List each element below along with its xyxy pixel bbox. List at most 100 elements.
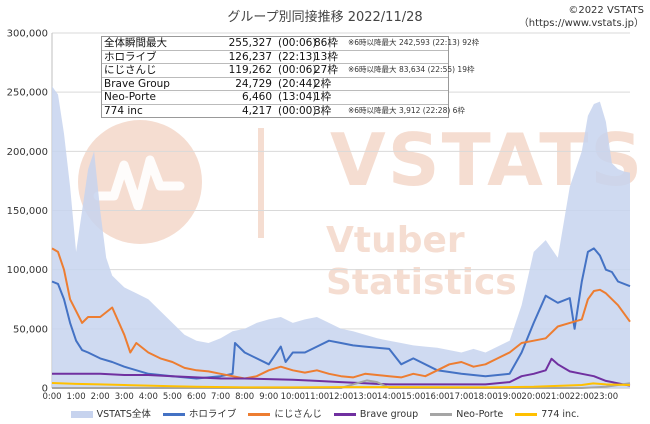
series-line-1 xyxy=(51,247,631,380)
x-tick-label: 14:00 xyxy=(377,392,402,402)
y-tick-label: 0 xyxy=(42,384,48,395)
x-tick-label: 7:00 xyxy=(211,392,230,402)
legend-swatch xyxy=(248,413,271,416)
watermark-logo-pulse xyxy=(93,155,185,211)
x-tick-label: 6:00 xyxy=(187,392,206,402)
x-tick-label: 1:00 xyxy=(67,392,86,402)
y-tick-label: 250,000 xyxy=(7,88,48,99)
legend-item: VSTATS全体 xyxy=(70,406,151,420)
stats-channels: 27枠 xyxy=(314,64,338,76)
x-tick-label: 16:00 xyxy=(425,392,450,402)
stats-time: (22:13) xyxy=(278,50,317,63)
x-tick-label: 0:00 xyxy=(42,392,61,402)
legend-swatch xyxy=(162,413,185,416)
y-tick-label: 300,000 xyxy=(7,29,48,40)
legend-swatch xyxy=(515,413,538,416)
x-tick-label: 17:00 xyxy=(449,392,474,402)
stats-table: 全体瞬間最大 255,327 (00:06) 86枠 ※6時以降最大 242,593 (… xyxy=(101,36,479,118)
watermark-divider xyxy=(258,128,264,238)
stats-channels: 86枠 xyxy=(314,37,338,49)
series-area-0 xyxy=(52,86,630,389)
series-line-5 xyxy=(51,382,631,389)
stats-row: Neo-Porte 6,460 (13:04) 1枠 xyxy=(102,91,448,105)
copyright-url: （https://www.vstats.jp） xyxy=(518,18,644,29)
stats-name: Brave Group xyxy=(104,77,170,90)
watermark-line1: Vtuber xyxy=(326,220,465,261)
y-tick-label: 50,000 xyxy=(13,324,48,335)
y-tick-label: 200,000 xyxy=(7,147,48,158)
x-tick-label: 20:00 xyxy=(521,392,546,402)
stats-value: 126,237 xyxy=(228,50,272,63)
stats-time: (20:44) xyxy=(278,77,317,90)
stats-value: 24,729 xyxy=(235,77,272,90)
x-tick-label: 8:00 xyxy=(235,392,254,402)
stats-row: 全体瞬間最大 255,327 (00:06) 86枠 ※6時以降最大 242,593 (… xyxy=(102,37,479,51)
stats-time: (00:00) xyxy=(278,104,317,117)
legend-swatch xyxy=(333,413,356,416)
stats-row: 774 inc 4,217 (00:00) 3枠 ※6時以降最大 3,912 (22:2… xyxy=(102,104,465,118)
stats-name: ホロライブ xyxy=(104,50,157,63)
x-tick-label: 12:00 xyxy=(329,392,354,402)
legend-label: VSTATS全体 xyxy=(96,409,151,420)
legend-label: Neo-Porte xyxy=(456,409,504,420)
series-line-2 xyxy=(51,247,631,380)
stats-channels: 3枠 xyxy=(314,104,332,117)
legend-swatch xyxy=(70,411,93,418)
copyright-block: ©2022 VSTATS （https://www.vstats.jp） xyxy=(519,4,644,30)
x-tick-label: 23:00 xyxy=(594,392,619,402)
stats-note: ※6時以降最大 83,634 (22:55) 19枠 xyxy=(348,65,475,74)
stats-value: 4,217 xyxy=(241,104,272,117)
copyright-text: ©2022 VSTATS xyxy=(568,5,644,16)
stats-row: にじさんじ 119,262 (00:06) 27枠 ※6時以降最大 83,634 (22… xyxy=(102,64,474,78)
legend-item: ホロライブ xyxy=(162,406,237,420)
legend-label: 774 inc. xyxy=(541,409,580,420)
stats-channels: 13枠 xyxy=(314,50,338,63)
x-tick-label: 18:00 xyxy=(473,392,498,402)
x-tick-label: 22:00 xyxy=(570,392,595,402)
chart-legend: VSTATS全体 ホロライブ にじさんじ Brave group Neo-Porte 77… xyxy=(0,406,650,420)
stats-time: (00:06) xyxy=(278,37,317,49)
x-tick-label: 15:00 xyxy=(401,392,426,402)
stats-time: (13:04) xyxy=(278,91,317,103)
x-tick-label: 3:00 xyxy=(115,392,134,402)
x-tick-label: 2:00 xyxy=(91,392,110,402)
stats-channels: 2枠 xyxy=(314,77,332,90)
stats-channels: 1枠 xyxy=(314,91,332,103)
legend-label: にじさんじ xyxy=(274,409,322,420)
x-tick-label: 10:00 xyxy=(281,392,306,402)
stats-name: 全体瞬間最大 xyxy=(104,37,167,49)
series-line-4 xyxy=(52,379,631,389)
legend-label: ホロライブ xyxy=(188,409,237,420)
legend-swatch xyxy=(430,413,453,416)
stats-row: Brave Group 24,729 (20:44) 2枠 xyxy=(102,77,448,91)
chart-title: グループ別同接推移 2022/11/28 xyxy=(227,10,423,25)
stats-name: 774 inc xyxy=(104,104,143,117)
legend-item: にじさんじ xyxy=(248,406,322,420)
legend-item: Neo-Porte xyxy=(430,409,503,420)
x-tick-label: 5:00 xyxy=(163,392,182,402)
y-tick-label: 150,000 xyxy=(7,206,48,217)
legend-label: Brave group xyxy=(359,409,419,420)
watermark-line2: Statistics xyxy=(326,262,517,303)
x-tick-label: 9:00 xyxy=(259,392,278,402)
stats-name: Neo-Porte xyxy=(104,91,156,103)
x-tick-label: 4:00 xyxy=(139,392,158,402)
x-tick-label: 11:00 xyxy=(305,392,330,402)
stats-note: ※6時以降最大 242,593 (22:13) 92枠 xyxy=(348,38,480,47)
x-tick-label: 13:00 xyxy=(353,392,378,402)
x-tick-label: 21:00 xyxy=(546,392,571,402)
legend-item: Brave group xyxy=(333,409,419,420)
stats-note: ※6時以降最大 3,912 (22:28) 6枠 xyxy=(348,105,465,115)
stats-value: 6,460 xyxy=(241,91,272,103)
stats-time: (00:06) xyxy=(278,64,317,76)
stats-name: にじさんじ xyxy=(104,64,157,76)
legend-item: 774 inc. xyxy=(515,409,579,420)
stats-row: ホロライブ 126,237 (22:13) 13枠 xyxy=(102,50,448,64)
y-tick-label: 100,000 xyxy=(7,265,48,276)
stats-value: 119,262 xyxy=(228,64,272,76)
x-tick-label: 19:00 xyxy=(497,392,522,402)
series-line-3 xyxy=(52,357,631,387)
stats-value: 255,327 xyxy=(228,37,272,49)
